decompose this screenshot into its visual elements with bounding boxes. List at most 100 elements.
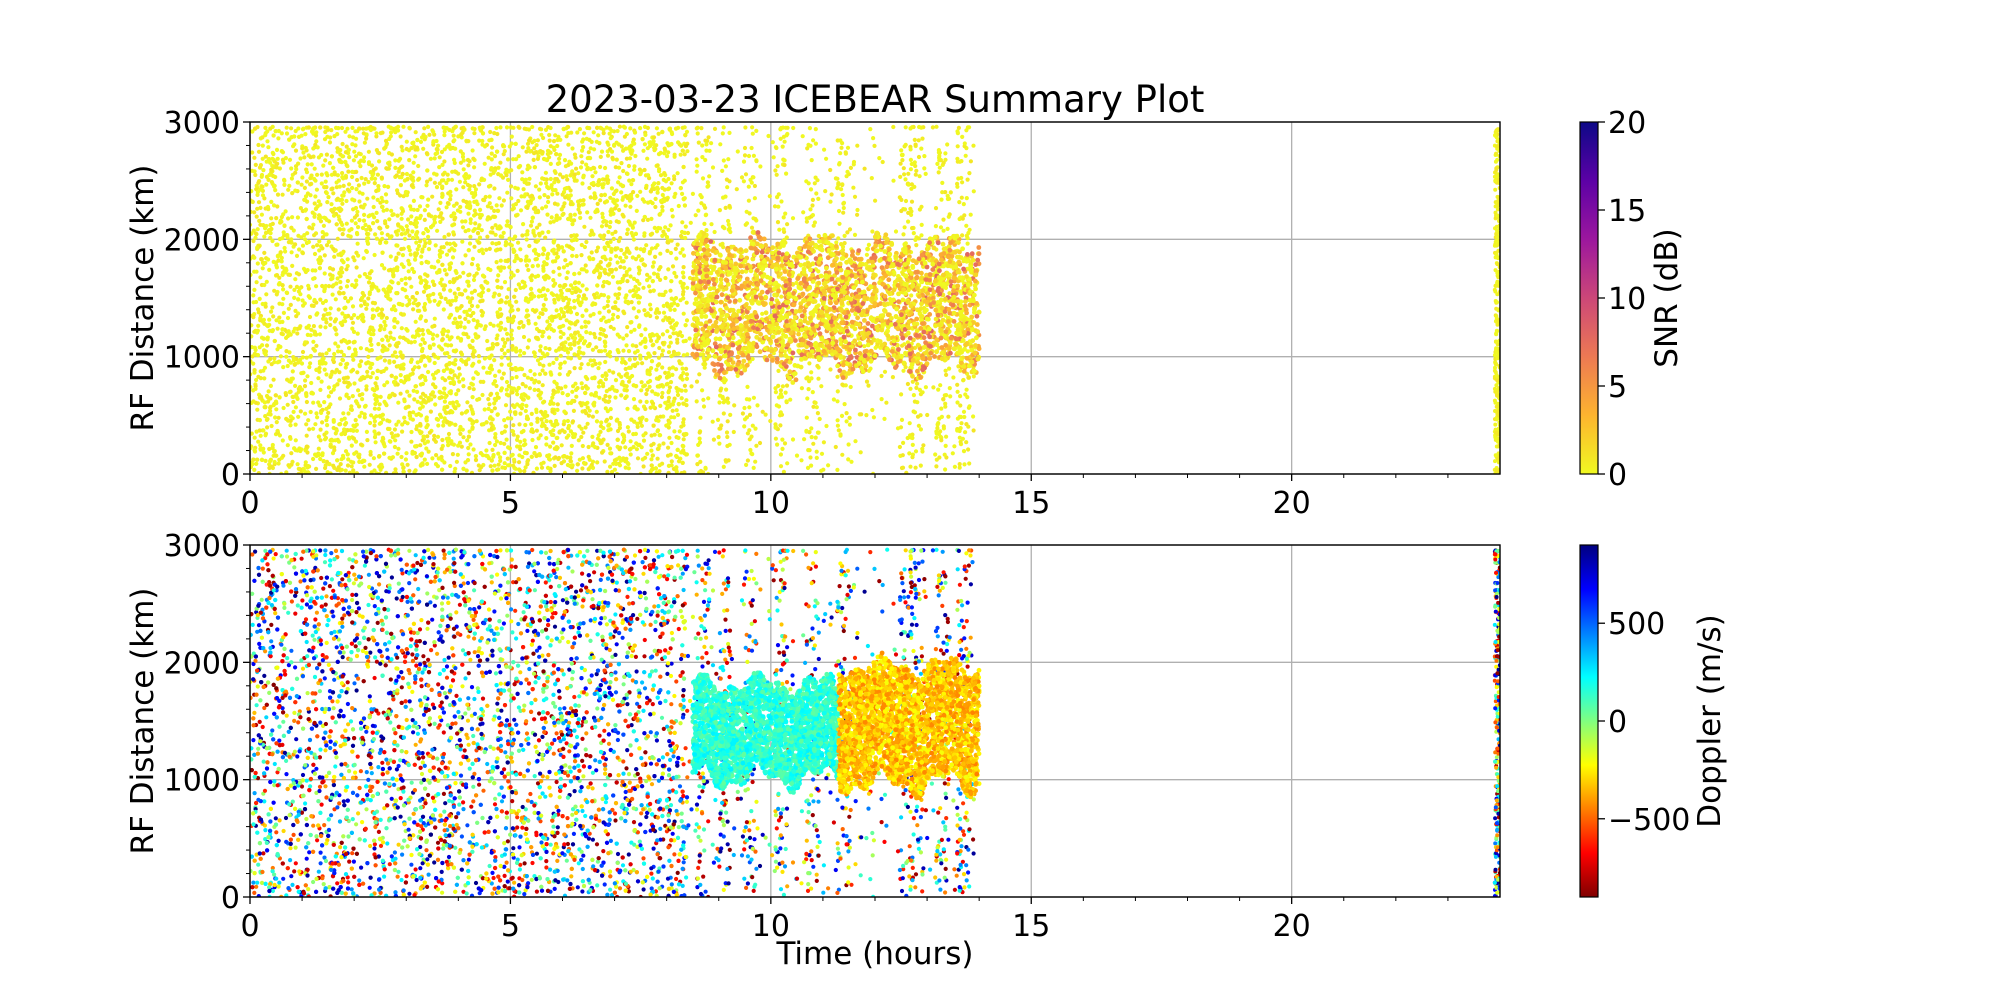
snr-scatter-point: [298, 156, 303, 161]
snr-scatter-point: [463, 180, 468, 185]
snr-scatter-point: [482, 326, 487, 332]
snr-scatter-point: [366, 330, 371, 335]
snr-scatter-point: [371, 204, 376, 210]
snr-scatter-point: [537, 372, 543, 377]
snr-scatter-point: [292, 295, 297, 300]
snr-scatter-point: [268, 356, 273, 362]
snr-scatter-point: [456, 443, 461, 448]
snr-scatter-point: [448, 288, 453, 293]
snr-scatter-point: [268, 160, 273, 165]
snr-scatter-point: [368, 361, 373, 366]
snr-scatter-point: [311, 324, 316, 329]
snr-scatter-point: [415, 207, 420, 213]
snr-scatter-point: [524, 403, 529, 408]
snr-scatter-point: [305, 231, 310, 236]
snr-scatter-point: [599, 440, 604, 445]
snr-scatter-point: [404, 451, 409, 456]
snr-scatter-point: [667, 435, 672, 440]
snr-scatter-point: [525, 416, 531, 421]
snr-scatter-point: [268, 126, 273, 131]
snr-scatter-point: [476, 266, 481, 271]
snr-scatter-point: [595, 182, 600, 187]
snr-scatter-point: [666, 422, 671, 427]
snr-scatter-point: [582, 131, 587, 136]
snr-scatter-point: [511, 423, 516, 428]
snr-scatter-point: [486, 397, 491, 402]
snr-scatter-point: [336, 439, 341, 444]
snr-scatter-point: [637, 167, 643, 172]
snr-scatter-point: [487, 246, 492, 251]
snr-scatter-point: [384, 207, 389, 212]
snr-scatter-point: [359, 303, 364, 308]
snr-scatter-point: [399, 247, 404, 252]
snr-scatter-point: [629, 230, 634, 236]
snr-scatter-point: [389, 279, 394, 284]
snr-scatter-point: [471, 277, 477, 283]
snr-scatter-point: [515, 268, 520, 273]
snr-scatter-point: [471, 361, 476, 366]
snr-scatter-point: [458, 350, 464, 355]
snr-scatter-point: [313, 268, 318, 273]
snr-scatter-point: [372, 406, 377, 411]
snr-scatter-point: [568, 188, 573, 193]
snr-scatter-point: [644, 185, 649, 190]
snr-scatter-point: [389, 130, 394, 135]
snr-scatter-point: [314, 139, 319, 144]
snr-scatter-point: [674, 274, 679, 279]
snr-scatter-point: [354, 278, 359, 283]
snr-scatter-point: [606, 428, 611, 433]
snr-scatter-point: [569, 233, 574, 239]
snr-scatter-point: [466, 283, 471, 288]
snr-scatter-point: [485, 338, 490, 344]
snr-scatter-point: [490, 468, 495, 473]
snr-scatter-point: [288, 423, 293, 428]
snr-scatter-point: [554, 308, 559, 313]
snr-scatter-point: [495, 278, 500, 283]
snr-scatter-point: [562, 409, 567, 414]
snr-scatter-point: [551, 247, 556, 252]
snr-scatter-point: [540, 230, 545, 235]
snr-scatter-point: [568, 346, 573, 351]
snr-scatter-point: [684, 372, 690, 377]
snr-scatter-point: [298, 357, 303, 362]
snr-scatter-point: [400, 429, 405, 434]
snr-scatter-point: [580, 456, 586, 461]
snr-scatter-point: [643, 173, 649, 178]
snr-scatter-point: [276, 258, 281, 263]
snr-scatter-point: [252, 155, 257, 160]
snr-scatter-point: [496, 467, 501, 472]
snr-scatter-point: [489, 353, 494, 358]
snr-scatter-point: [667, 344, 672, 349]
snr-scatter-point: [615, 314, 621, 320]
snr-scatter-point: [677, 429, 682, 434]
snr-scatter-point: [314, 466, 319, 471]
snr-scatter-point: [472, 288, 477, 293]
snr-scatter-point: [306, 323, 311, 328]
snr-scatter-point: [321, 459, 326, 464]
snr-scatter-point: [393, 158, 398, 163]
snr-scatter-point: [368, 365, 373, 370]
snr-scatter-point: [477, 223, 482, 228]
snr-scatter-point: [668, 223, 673, 228]
snr-scatter-point: [480, 273, 486, 278]
snr-scatter-point: [534, 466, 540, 471]
snr-scatter-point: [570, 253, 575, 258]
snr-scatter-point: [347, 470, 352, 474]
snr-scatter-point: [569, 333, 574, 338]
snr-scatter-point: [425, 203, 430, 208]
snr-scatter-point: [471, 156, 476, 161]
snr-scatter-point: [442, 129, 447, 134]
snr-scatter-point: [642, 247, 647, 252]
snr-scatter-point: [314, 367, 319, 372]
snr-scatter-point: [367, 292, 372, 297]
snr-scatter-point: [644, 391, 649, 397]
snr-scatter-point: [286, 463, 291, 468]
snr-scatter-point: [497, 292, 502, 297]
snr-scatter-point: [270, 446, 275, 451]
snr-scatter-point: [660, 204, 665, 209]
snr-scatter-point: [624, 131, 630, 137]
snr-scatter-point: [447, 337, 452, 342]
snr-scatter-point: [441, 368, 446, 373]
snr-scatter-point: [537, 222, 542, 227]
snr-scatter-point: [472, 184, 477, 189]
